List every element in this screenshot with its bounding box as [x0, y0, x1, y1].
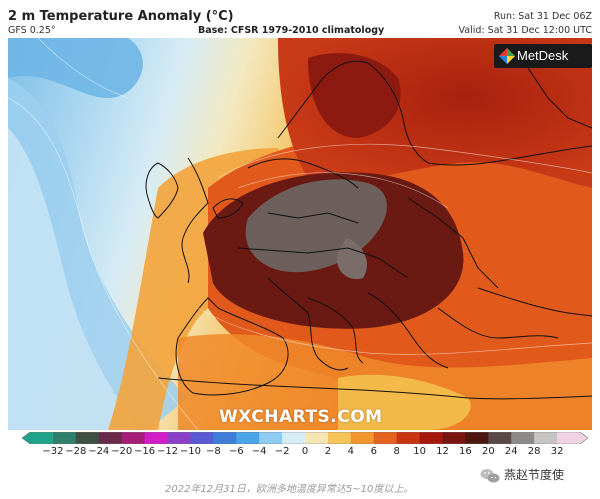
colorbar-tick-label: −6: [228, 446, 244, 457]
colorbar-segment: [419, 432, 444, 444]
colorbar-tick-label: −16: [134, 446, 156, 457]
temperature-anomaly-map: [8, 38, 592, 430]
map-graphic: [8, 38, 592, 430]
colorbar-tick-label: −32: [42, 446, 64, 457]
colorbar-segment: [465, 432, 489, 444]
scandinavia-peak-anomaly: [308, 53, 401, 138]
colorbar-segment: [98, 432, 123, 444]
colorbar-tick-label: 8: [393, 446, 400, 457]
colorbar-segment: [236, 432, 260, 444]
colorbar-segment: [75, 432, 100, 444]
colorbar-tick-label: 16: [459, 446, 472, 457]
colorbar-segment: [22, 432, 53, 444]
metdesk-logo-icon: [499, 48, 515, 64]
run-time-label: Run: Sat 31 Dec 06Z: [493, 11, 592, 22]
account-name: 燕赵节度使: [504, 468, 565, 482]
colorbar-tick-label: −8: [205, 446, 221, 457]
colorbar-segment: [190, 432, 214, 444]
colorbar-segment: [213, 432, 237, 444]
atlantic-near-normal-band: [8, 128, 138, 430]
logo-label: MetDesk: [517, 48, 569, 63]
anomaly-contours: [8, 38, 592, 430]
coastlines-and-borders: [145, 60, 592, 400]
colorbar-segment: [144, 432, 169, 444]
colorbar-segment: [373, 432, 398, 444]
colorbar-tick-label: −28: [65, 446, 87, 457]
colorbar-tick-label: 28: [527, 446, 541, 457]
map-title: 2 m Temperature Anomaly (°C): [8, 9, 234, 24]
colorbar-segment: [121, 432, 146, 444]
colorbar-segment: [52, 432, 77, 444]
colorbar-tick-label: −24: [88, 446, 110, 457]
colorbar-segment: [534, 432, 558, 444]
image-caption: 2022年12月31日，欧洲多地温度异常达5~10度以上。: [165, 484, 414, 495]
colorbar-segment: [511, 432, 535, 444]
colorbar-tick-label: −2: [274, 446, 290, 457]
colorbar-tick-label: 32: [550, 446, 564, 457]
colorbar-tick-label: −12: [156, 446, 179, 457]
climatology-base-label: Base: CFSR 1979-2010 climatology: [198, 25, 385, 36]
colorbar-segment: [305, 432, 329, 444]
colorbar-segment: [350, 432, 375, 444]
colorbar-tick-label: 2: [324, 446, 332, 457]
model-label: GFS 0.25°: [8, 25, 56, 36]
valid-time-label: Valid: Sat 31 Dec 12:00 UTC: [458, 25, 592, 36]
colorbar-tick-label: 20: [481, 446, 495, 457]
colorbar-segment: [167, 432, 192, 444]
colorbar-segment: [282, 432, 306, 444]
colorbar-tick-label: −20: [111, 446, 133, 457]
wxcharts-watermark: WXCHARTS.COM: [219, 407, 383, 427]
colorbar-segment: [259, 432, 283, 444]
colorbar-tick-label: 4: [347, 446, 355, 457]
legend-colorbar: [22, 432, 588, 444]
colorbar-tick-label: 12: [436, 446, 449, 457]
wechat-icon: [480, 469, 500, 483]
legend-tick-labels: −32 −28 −24 −20 −16 −12 −10 −8 −6 −4 −2 0 2 4 6 8 10 12 16…: [22, 446, 588, 460]
colorbar-segment: [488, 432, 512, 444]
chart-header: 2 m Temperature Anomaly (°C) GFS 0.25° B…: [0, 0, 600, 38]
colorbar-segment: [442, 432, 467, 444]
colorbar-segment: [327, 432, 352, 444]
colorbar-segment: [557, 432, 588, 444]
metdesk-logo: MetDesk: [494, 44, 592, 68]
colorbar-tick-label: 0: [301, 446, 309, 457]
colorbar-tick-label: −4: [251, 446, 267, 457]
colorbar-segment: [396, 432, 421, 444]
colorbar-tick-label: 24: [504, 446, 518, 457]
colorbar-tick-label: 10: [413, 446, 426, 457]
colorbar-tick-label: −10: [179, 446, 201, 457]
colorbar-tick-label: 6: [370, 446, 377, 457]
north-atlantic-cold-patch: [8, 38, 143, 98]
north-africa-mild-zone: [338, 374, 471, 430]
